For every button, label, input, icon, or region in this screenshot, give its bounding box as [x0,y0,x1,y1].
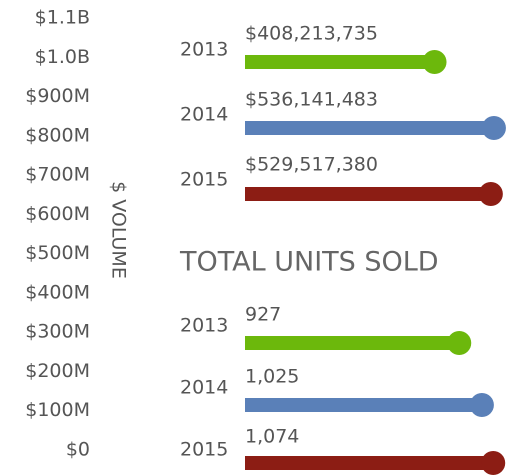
year-label: 2015 [180,439,228,461]
bar-end-dot [447,331,472,355]
y-tick-label: $1.1B [35,7,90,29]
value-label: 927 [245,304,281,326]
value-label: 1,025 [245,366,299,388]
year-label: 2013 [180,39,228,61]
y-tick-label: $600M [25,203,90,225]
y-tick-label: $400M [25,281,90,303]
y-tick-label: $200M [25,360,90,382]
value-label: 1,074 [245,426,299,448]
y-tick-label: $900M [25,85,90,107]
y-tick-label: $300M [25,321,90,343]
section-title: TOTAL UNITS SOLD [179,247,439,278]
bar [245,55,435,69]
bar [245,336,460,350]
bar-end-dot [481,451,506,475]
y-tick-label: $100M [25,399,90,421]
y-tick-label: $1.0B [35,46,90,68]
y-tick-label: $800M [25,124,90,146]
year-label: 2014 [180,377,228,399]
bar-end-dot [478,182,503,206]
bar [245,398,482,412]
value-label: $529,517,380 [245,154,378,176]
bar-end-dot [422,50,447,74]
year-label: 2015 [180,169,228,191]
year-label: 2013 [180,315,228,337]
value-label: $536,141,483 [245,89,378,111]
y-tick-label: $500M [25,242,90,264]
y-tick-label: $700M [25,164,90,186]
y-axis-label: $ VOLUME [108,181,130,279]
bar-end-dot [481,116,506,140]
bar [245,121,494,135]
bar-end-dot [469,393,494,417]
year-label: 2014 [180,104,228,126]
value-label: $408,213,735 [245,23,378,45]
y-tick-label: $0 [66,439,90,461]
bar [245,187,491,201]
bar [245,456,494,470]
